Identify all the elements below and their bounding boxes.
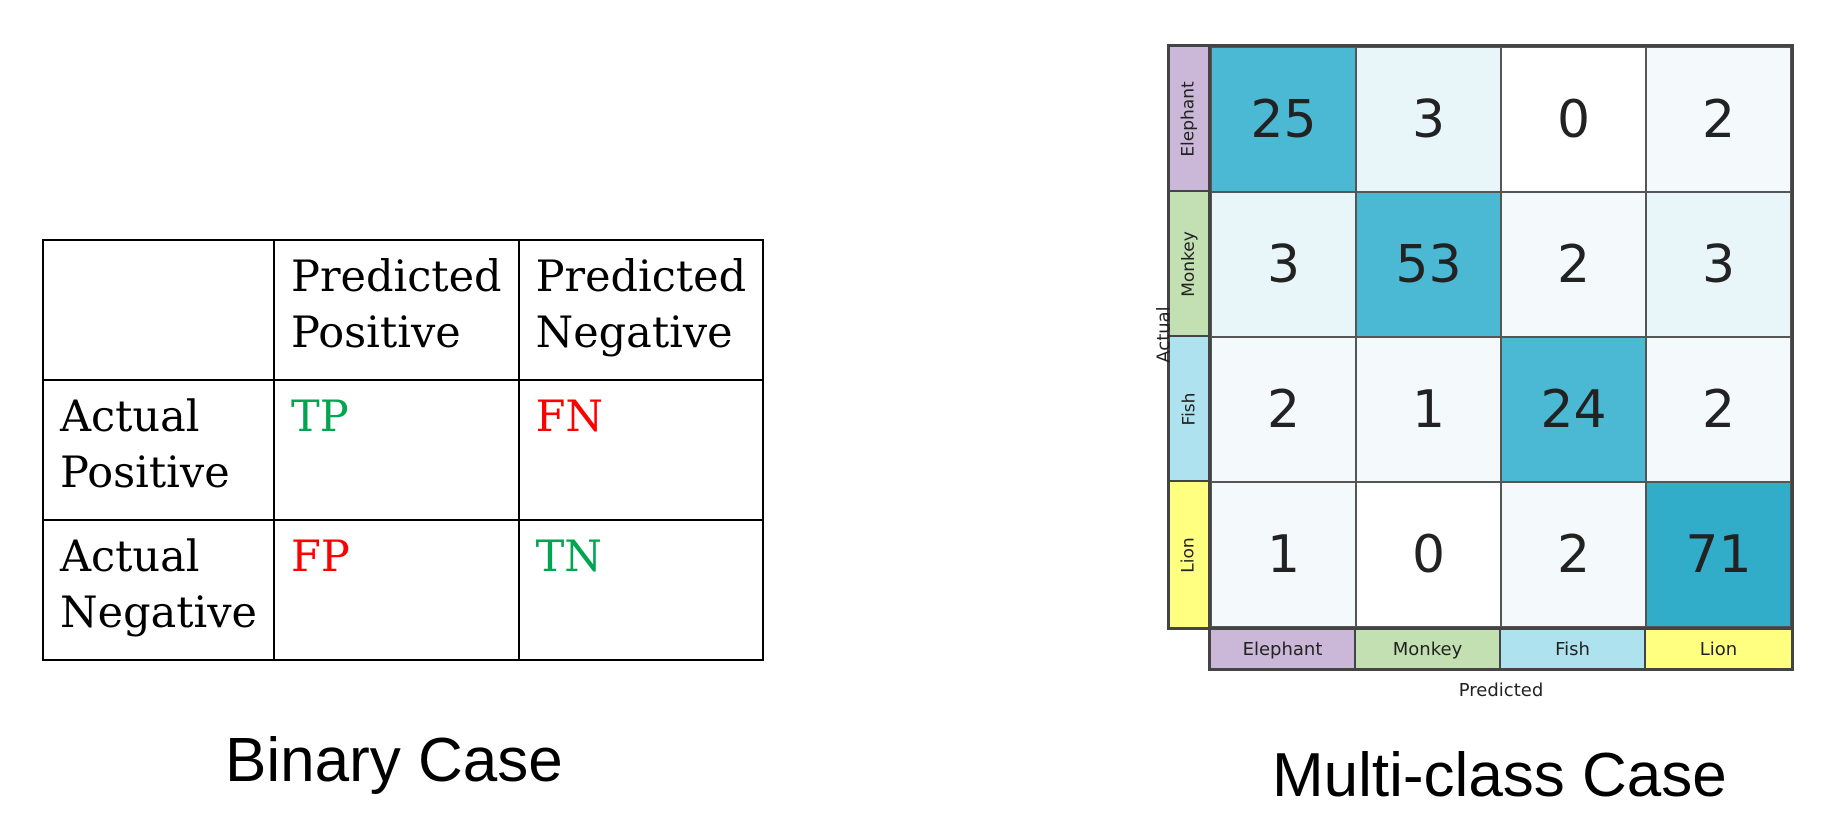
row-label-text-elephant: Elephant bbox=[1179, 80, 1200, 157]
matrix-cell-elephant-lion: 2 bbox=[1646, 47, 1791, 192]
confusion-matrix-grid: 25 3 0 2 3 53 2 3 2 1 24 2 1 0 2 71 bbox=[1208, 44, 1794, 630]
row-label-actual-negative-line2: Negative bbox=[60, 588, 258, 638]
row-label-actual-positive-line2: Positive bbox=[60, 448, 230, 498]
multiclass-case-caption: Multi-class Case bbox=[1272, 741, 1727, 810]
cell-fn: FN bbox=[517, 379, 765, 521]
matrix-cell-lion-lion: 71 bbox=[1646, 482, 1791, 627]
matrix-cell-monkey-elephant: 3 bbox=[1211, 192, 1356, 337]
binary-row-actual-positive: Actual Positive TP FN bbox=[41, 379, 765, 521]
row-label-actual-negative-line1: Actual bbox=[60, 532, 200, 582]
matrix-cell-monkey-fish: 2 bbox=[1501, 192, 1646, 337]
binary-confusion-table: Predicted Positive Predicted Negative Ac… bbox=[41, 239, 765, 661]
cell-fp: FP bbox=[273, 519, 520, 661]
axis-label-predicted: Predicted bbox=[1458, 680, 1544, 701]
matrix-cell-fish-monkey: 1 bbox=[1356, 337, 1501, 482]
col-label-monkey: Monkey bbox=[1356, 630, 1501, 668]
row-label-actual-negative: Actual Negative bbox=[41, 519, 276, 661]
actual-class-labels: Elephant Monkey Fish Lion bbox=[1167, 44, 1208, 630]
matrix-cell-fish-elephant: 2 bbox=[1211, 337, 1356, 482]
header-predicted-negative-line1: Predicted bbox=[535, 252, 747, 302]
matrix-cell-monkey-lion: 3 bbox=[1646, 192, 1791, 337]
matrix-cell-fish-fish: 24 bbox=[1501, 337, 1646, 482]
cell-tn: TN bbox=[517, 519, 765, 661]
matrix-cell-monkey-monkey: 53 bbox=[1356, 192, 1501, 337]
matrix-cell-lion-fish: 2 bbox=[1501, 482, 1646, 627]
header-predicted-positive-line2: Positive bbox=[291, 308, 461, 358]
row-label-fish: Fish bbox=[1170, 337, 1208, 482]
row-label-actual-positive-line1: Actual bbox=[60, 392, 200, 442]
row-label-actual-positive: Actual Positive bbox=[41, 379, 276, 521]
binary-case-caption: Binary Case bbox=[225, 726, 563, 795]
col-label-lion: Lion bbox=[1646, 630, 1791, 668]
matrix-cell-elephant-fish: 0 bbox=[1501, 47, 1646, 192]
header-predicted-negative-line2: Negative bbox=[535, 308, 733, 358]
row-label-text-monkey: Monkey bbox=[1179, 230, 1200, 297]
row-label-monkey: Monkey bbox=[1170, 192, 1208, 337]
row-label-lion: Lion bbox=[1170, 482, 1208, 627]
binary-corner-cell bbox=[41, 239, 276, 381]
multiclass-confusion-matrix: Elephant Monkey Fish Lion 25 3 0 2 3 53 2 3 2 1 24 2 1 0… bbox=[1154, 44, 1800, 734]
col-label-fish: Fish bbox=[1501, 630, 1646, 668]
col-label-elephant: Elephant bbox=[1211, 630, 1356, 668]
header-predicted-positive-line1: Predicted bbox=[291, 252, 502, 302]
matrix-cell-elephant-monkey: 3 bbox=[1356, 47, 1501, 192]
row-label-text-lion: Lion bbox=[1179, 536, 1199, 573]
header-predicted-negative: Predicted Negative bbox=[517, 239, 765, 381]
binary-row-actual-negative: Actual Negative FP TN bbox=[41, 519, 765, 661]
row-label-text-fish: Fish bbox=[1179, 392, 1199, 425]
axis-label-actual: Actual bbox=[1153, 306, 1175, 363]
matrix-cell-elephant-elephant: 25 bbox=[1211, 47, 1356, 192]
header-predicted-positive: Predicted Positive bbox=[273, 239, 520, 381]
binary-header-row: Predicted Positive Predicted Negative bbox=[41, 239, 765, 381]
matrix-cell-lion-elephant: 1 bbox=[1211, 482, 1356, 627]
matrix-cell-lion-monkey: 0 bbox=[1356, 482, 1501, 627]
matrix-cell-fish-lion: 2 bbox=[1646, 337, 1791, 482]
predicted-class-labels: Elephant Monkey Fish Lion bbox=[1208, 627, 1794, 671]
row-label-elephant: Elephant bbox=[1170, 47, 1208, 192]
cell-tp: TP bbox=[273, 379, 520, 521]
